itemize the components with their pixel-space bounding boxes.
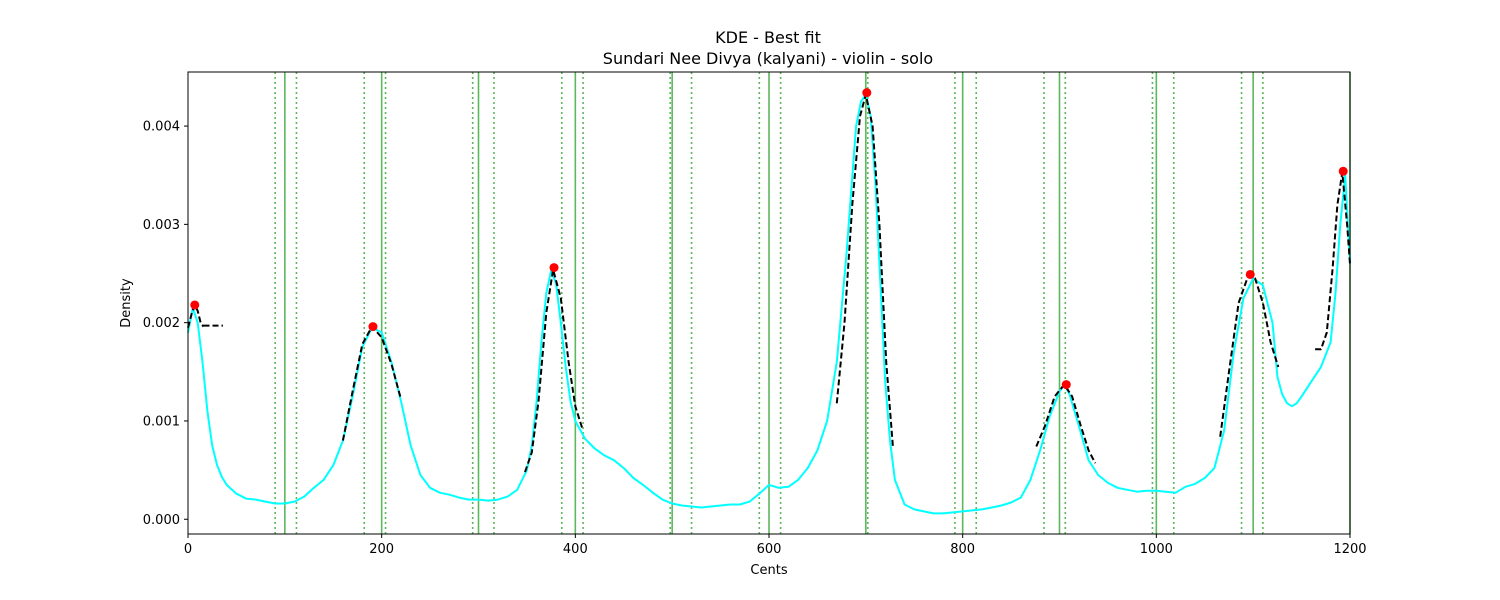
peak-marker: [1061, 380, 1071, 390]
x-axis: 0 200 400 600 800 1000 1200: [184, 534, 1367, 557]
reference-lines: [274, 72, 1351, 534]
x-tick-label: 800: [950, 542, 975, 557]
x-axis-label: Cents: [750, 563, 787, 578]
x-tick-label: 1000: [1140, 542, 1173, 557]
x-tick-label: 600: [757, 542, 782, 557]
peak-marker: [190, 300, 200, 310]
y-tick-label: 0.000: [143, 513, 180, 528]
fit-curve-segment: [187, 304, 205, 328]
x-tick-label: 200: [369, 542, 394, 557]
y-axis-label: Density: [119, 278, 134, 328]
y-tick-label: 0.002: [143, 316, 180, 331]
plot-series: [187, 88, 1351, 515]
chart-subtitle: Sundari Nee Divya (kalyani) - violin - s…: [603, 49, 933, 68]
x-tick-label: 1200: [1333, 542, 1366, 557]
fit-curve-segment: [1035, 383, 1097, 464]
peak-marker: [1338, 166, 1348, 176]
y-tick-label: 0.001: [143, 414, 180, 429]
peak-marker: [549, 263, 559, 273]
y-tick-label: 0.004: [143, 120, 180, 135]
y-tick-label: 0.003: [143, 218, 180, 233]
peak-marker: [862, 88, 872, 98]
y-axis: 0.000 0.001 0.002 0.003 0.004: [143, 120, 188, 528]
fit-curve-segment: [1315, 171, 1351, 351]
x-tick-label: 0: [184, 542, 192, 557]
chart-title: KDE - Best fit: [715, 28, 821, 47]
peak-marker: [368, 322, 378, 332]
fit-curve-segment: [524, 268, 584, 473]
peak-marker: [1245, 269, 1255, 279]
x-tick-label: 400: [563, 542, 588, 557]
